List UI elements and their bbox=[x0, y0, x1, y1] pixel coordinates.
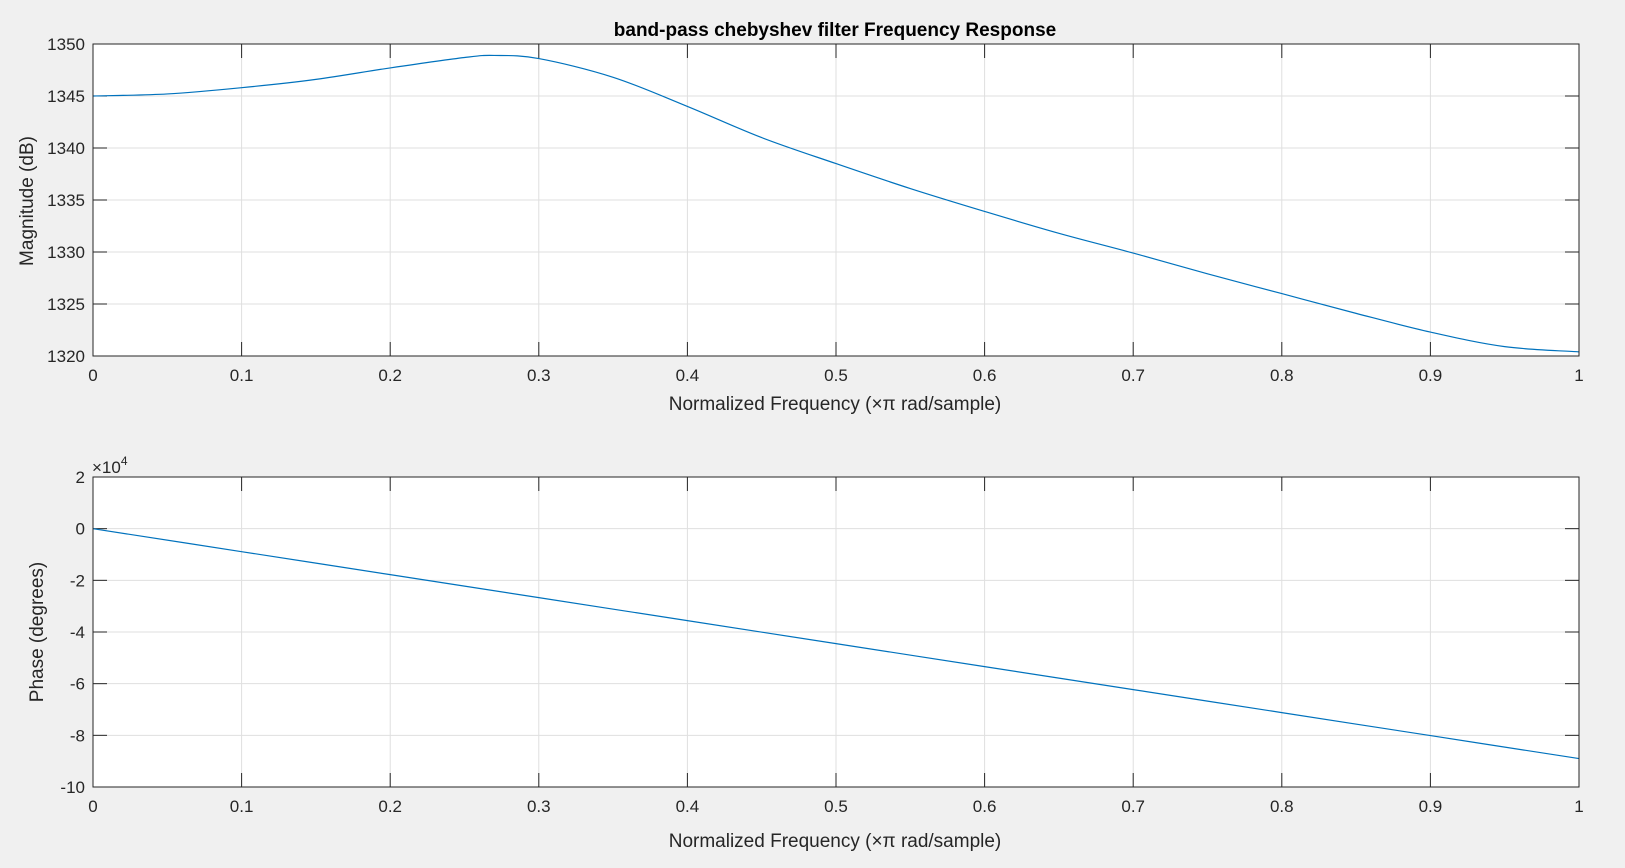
y-tick-label: -6 bbox=[70, 675, 85, 694]
phase-y-tick-labels: -10 -8 -6 -4 -2 0 2 bbox=[60, 468, 85, 797]
x-tick-label: 0.5 bbox=[824, 366, 848, 385]
magnitude-x-axis-label: Normalized Frequency (×π rad/sample) bbox=[669, 394, 1002, 415]
phase-x-tick-labels: 0 0.1 0.2 0.3 0.4 0.5 0.6 0.7 0.8 0.9 1 bbox=[88, 797, 1583, 816]
phase-axes-box bbox=[92, 476, 1580, 788]
phase-exponent-base: ×10 bbox=[92, 458, 121, 477]
x-tick-label: 0 bbox=[88, 797, 97, 816]
chart-title: band-pass chebyshev filter Frequency Res… bbox=[614, 20, 1056, 41]
magnitude-y-axis-label: Magnitude (dB) bbox=[17, 136, 38, 266]
y-tick-label: -4 bbox=[70, 623, 85, 642]
magnitude-line bbox=[92, 54, 1580, 353]
x-tick-label: 0.6 bbox=[973, 797, 997, 816]
magnitude-x-tick-labels: 0 0.1 0.2 0.3 0.4 0.5 0.6 0.7 0.8 0.9 1 bbox=[88, 366, 1583, 385]
x-tick-label: 0.1 bbox=[230, 366, 254, 385]
y-tick-label: 1350 bbox=[47, 35, 85, 54]
y-tick-label: -8 bbox=[70, 726, 85, 745]
phase-axes: 0 0.1 0.2 0.3 0.4 0.5 0.6 0.7 0.8 0.9 1 -10-8-6-4-… bbox=[27, 454, 1584, 852]
x-tick-label: 1 bbox=[1574, 797, 1583, 816]
x-tick-label: 0.8 bbox=[1270, 797, 1294, 816]
x-tick-label: 0.6 bbox=[973, 366, 997, 385]
phase-exponent-label: ×104 bbox=[92, 454, 128, 477]
magnitude-axes-box bbox=[92, 43, 1580, 357]
y-tick-label: 1345 bbox=[47, 87, 85, 106]
y-tick-label: -2 bbox=[70, 571, 85, 590]
x-tick-label: 0.8 bbox=[1270, 366, 1294, 385]
x-tick-label: 0.1 bbox=[230, 797, 254, 816]
x-tick-label: 0 bbox=[88, 366, 97, 385]
y-tick-label: 1320 bbox=[47, 347, 85, 366]
y-tick-label: 1325 bbox=[47, 295, 85, 314]
y-tick-label: 1330 bbox=[47, 243, 85, 262]
y-tick-label: 1335 bbox=[47, 191, 85, 210]
x-tick-label: 0.4 bbox=[676, 797, 700, 816]
y-tick-label: 0 bbox=[76, 520, 85, 539]
x-tick-label: 0.7 bbox=[1121, 797, 1145, 816]
x-tick-label: 0.7 bbox=[1121, 366, 1145, 385]
x-tick-label: 0.3 bbox=[527, 366, 551, 385]
x-tick-label: 1 bbox=[1574, 366, 1583, 385]
x-tick-label: 0.9 bbox=[1419, 366, 1443, 385]
y-tick-label: -10 bbox=[60, 778, 85, 797]
phase-x-axis-label: Normalized Frequency (×π rad/sample) bbox=[669, 831, 1002, 852]
y-tick-label: 1340 bbox=[47, 139, 85, 158]
phase-line bbox=[92, 528, 1580, 760]
phase-exponent-power: 4 bbox=[121, 454, 128, 468]
magnitude-axes: 0 0.1 0.2 0.3 0.4 0.5 0.6 0.7 0.8 0.9 1 1320132513… bbox=[17, 20, 1584, 415]
phase-y-axis-label: Phase (degrees) bbox=[27, 562, 48, 702]
x-tick-label: 0.5 bbox=[824, 797, 848, 816]
magnitude-y-tick-labels: 1320 1325 1330 1335 1340 1345 1350 bbox=[47, 35, 85, 366]
y-tick-label: 2 bbox=[76, 468, 85, 487]
x-tick-label: 0.9 bbox=[1419, 797, 1443, 816]
x-tick-label: 0.3 bbox=[527, 797, 551, 816]
x-tick-label: 0.2 bbox=[378, 366, 402, 385]
x-tick-label: 0.4 bbox=[676, 366, 700, 385]
x-tick-label: 0.2 bbox=[378, 797, 402, 816]
